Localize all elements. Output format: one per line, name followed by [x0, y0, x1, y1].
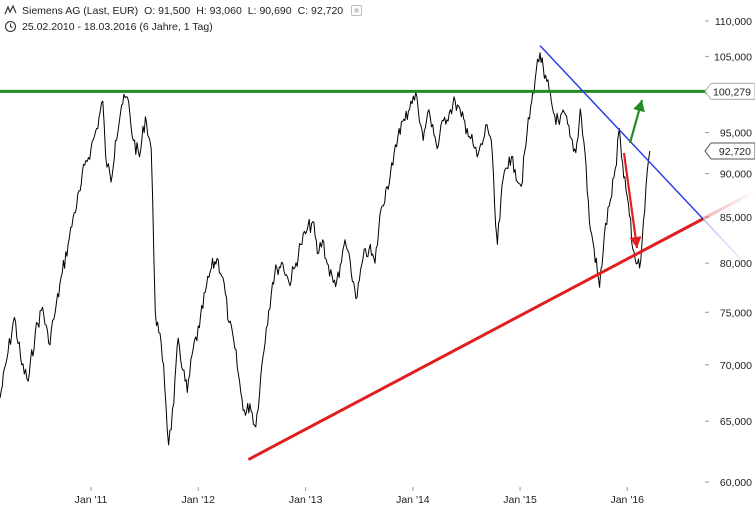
arrow-down-shaft [622, 152, 639, 249]
resistance-price-label: 100,279 [704, 82, 755, 100]
low-value: L: 90,690 [247, 4, 292, 17]
downtrend-projection-line [702, 218, 755, 275]
last-price-label-box [704, 142, 755, 160]
downtrend-line [539, 45, 704, 220]
arrow-up [628, 99, 645, 144]
x-tick-label: Jan '15 [503, 494, 537, 506]
chart-header: Siemens AG (Last, EUR) O: 91,500 H: 93,0… [0, 0, 755, 34]
resistance-price-label-text: 100,279 [713, 86, 751, 98]
y-tick-label: 70,000 [720, 360, 752, 372]
support-projection-line [702, 190, 755, 221]
price-series-line [0, 52, 651, 446]
high-value: H: 93,060 [196, 4, 242, 17]
close-value: C: 92,720 [297, 4, 344, 17]
x-tick-label: Jan '11 [75, 494, 108, 506]
header-range-row: 25.02.2010 - 18.03.2016 (6 Jahre, 1 Tag) [4, 20, 213, 33]
x-tick-label: Jan '14 [396, 494, 430, 506]
last-price-label: 92,720 [704, 142, 755, 160]
y-tick-label: 110,000 [715, 16, 752, 28]
y-tick-label: 85,000 [720, 212, 752, 224]
date-range: 25.02.2010 - 18.03.2016 (6 Jahre, 1 Tag) [22, 20, 213, 33]
y-tick-label: 105,000 [714, 51, 752, 63]
y-tick-label: 90,000 [720, 169, 752, 181]
arrow-down-head [629, 236, 642, 248]
last-price-label-text: 92,720 [719, 146, 751, 158]
x-tick-label: Jan '12 [181, 494, 215, 506]
y-tick-label: 95,000 [720, 128, 752, 140]
chart-type-icon[interactable] [4, 4, 17, 17]
arrow-up-head [633, 100, 645, 113]
y-tick-label: 75,000 [720, 307, 752, 319]
x-tick-label: Jan '13 [289, 494, 323, 506]
settings-icon[interactable] [351, 5, 363, 16]
y-tick-label: 65,000 [720, 416, 752, 428]
y-tick-label: 80,000 [720, 258, 752, 270]
resistance-price-label-box [704, 82, 755, 100]
clock-icon [4, 20, 17, 33]
x-tick-label: Jan '16 [610, 494, 644, 506]
support-trend-line [247, 217, 704, 461]
y-tick-label: 60,000 [720, 477, 752, 489]
arrow-down [622, 152, 642, 249]
open-value: O: 91,500 [144, 4, 191, 17]
header-quote-row: Siemens AG (Last, EUR) O: 91,500 H: 93,0… [4, 4, 363, 17]
instrument-title: Siemens AG (Last, EUR) [22, 4, 139, 17]
